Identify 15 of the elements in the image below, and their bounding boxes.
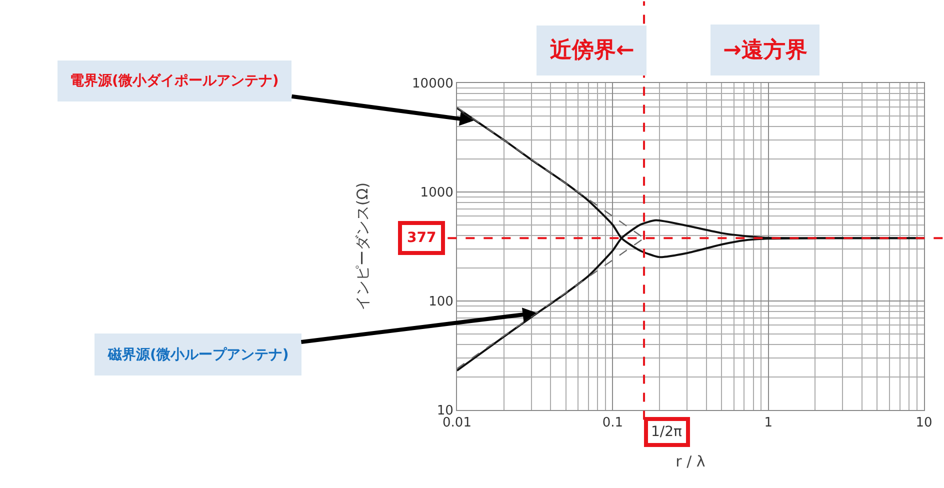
y-tick-label: 100 [428,294,454,310]
text: 近傍界← [549,38,634,63]
x-tick-label: 0.1 [602,416,624,431]
y-tick-label: 1000 [420,186,454,201]
ref-line-label: 377 [407,230,436,246]
x-tick-label: 10 [916,416,932,431]
ref-line-label: 1/2π [651,424,683,440]
x-axis-title: r / λ [676,452,706,471]
x-tick-label: 0.01 [442,416,472,431]
text: →遠方界 [723,37,808,63]
annotation: 電界源(微小ダイポールアンテナ) [70,73,279,89]
annotation: 磁界源(微小ループアンテナ) [107,346,289,363]
y-tick-label: 10000 [412,76,454,92]
x-tick-label: 1 [764,416,772,431]
y-axis-title: インピーダンス(Ω) [353,182,372,311]
